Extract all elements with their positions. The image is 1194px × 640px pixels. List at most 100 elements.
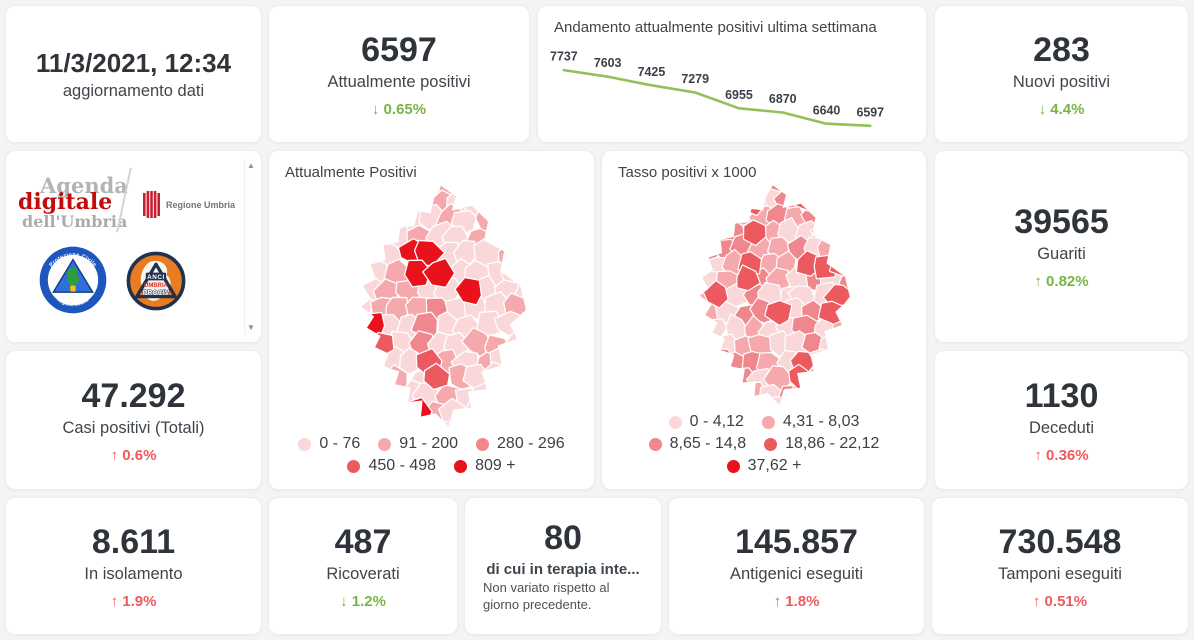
municipality-cell[interactable] bbox=[354, 384, 384, 412]
municipality-cell[interactable] bbox=[393, 417, 424, 431]
municipality-cell[interactable] bbox=[810, 382, 835, 409]
municipality-cell[interactable] bbox=[677, 329, 701, 360]
municipality-cell[interactable] bbox=[501, 401, 526, 430]
municipality-cell[interactable] bbox=[436, 420, 465, 431]
municipality-cell[interactable] bbox=[799, 367, 824, 396]
municipality-cell[interactable] bbox=[370, 401, 397, 430]
municipality-cell[interactable] bbox=[686, 218, 710, 246]
municipality-cell[interactable] bbox=[736, 264, 761, 292]
municipality-cell[interactable] bbox=[817, 367, 845, 393]
municipality-cell[interactable] bbox=[352, 222, 377, 252]
municipality-cell[interactable] bbox=[356, 421, 384, 431]
trend-line-chart[interactable]: 7737 7603 7425 7279 6955 6870 6640 6597 bbox=[538, 40, 926, 138]
municipality-cell[interactable] bbox=[331, 401, 355, 426]
municipality-cell[interactable] bbox=[468, 414, 499, 431]
municipality-cell[interactable] bbox=[675, 396, 704, 409]
municipality-cell[interactable] bbox=[375, 204, 405, 234]
municipality-cell[interactable] bbox=[357, 181, 385, 199]
municipality-cell[interactable] bbox=[691, 190, 714, 217]
municipality-cell[interactable] bbox=[497, 421, 522, 431]
municipality-cell[interactable] bbox=[802, 398, 828, 409]
municipality-cell[interactable] bbox=[384, 398, 413, 430]
municipality-cell[interactable] bbox=[347, 400, 378, 430]
municipality-cell[interactable] bbox=[830, 184, 856, 212]
municipality-cell[interactable] bbox=[511, 239, 538, 271]
municipality-cell[interactable] bbox=[726, 200, 752, 227]
municipality-cell[interactable] bbox=[488, 205, 519, 233]
municipality-cell[interactable] bbox=[699, 333, 723, 358]
municipality-cell[interactable] bbox=[664, 252, 692, 278]
municipality-cell[interactable] bbox=[327, 367, 354, 390]
scrollbar[interactable]: ▲ ▼ bbox=[244, 158, 257, 335]
municipality-cell[interactable] bbox=[514, 418, 542, 431]
municipality-cell[interactable] bbox=[702, 188, 730, 212]
municipality-cell[interactable] bbox=[333, 181, 360, 194]
municipality-cell[interactable] bbox=[785, 181, 812, 198]
municipality-cell[interactable] bbox=[694, 345, 718, 376]
municipality-cell[interactable] bbox=[839, 181, 864, 196]
municipality-cell[interactable] bbox=[813, 254, 837, 280]
municipality-cell[interactable] bbox=[493, 181, 517, 200]
municipality-cell[interactable] bbox=[334, 277, 360, 304]
municipality-cell[interactable] bbox=[405, 186, 434, 216]
municipality-cell[interactable] bbox=[705, 347, 733, 372]
municipality-cell[interactable] bbox=[377, 380, 406, 411]
municipality-cell[interactable] bbox=[479, 398, 508, 431]
municipality-cell[interactable] bbox=[714, 181, 740, 199]
municipality-cell[interactable] bbox=[486, 220, 515, 250]
municipality-cell[interactable] bbox=[767, 396, 792, 409]
municipality-cell[interactable] bbox=[828, 252, 855, 277]
municipality-cell[interactable] bbox=[485, 185, 513, 213]
municipality-cell[interactable] bbox=[331, 263, 359, 288]
municipality-cell[interactable] bbox=[838, 233, 865, 261]
municipality-cell[interactable] bbox=[509, 205, 535, 232]
municipality-cell[interactable] bbox=[333, 351, 364, 378]
choropleth-map-tasso-positivi[interactable] bbox=[602, 181, 926, 409]
municipality-cell[interactable] bbox=[676, 270, 698, 292]
municipality-cell[interactable] bbox=[512, 347, 538, 378]
municipality-cell[interactable] bbox=[678, 181, 703, 197]
municipality-cell[interactable] bbox=[379, 181, 409, 201]
municipality-cell[interactable] bbox=[712, 394, 736, 409]
municipality-cell[interactable] bbox=[347, 364, 373, 395]
municipality-cell[interactable] bbox=[681, 203, 704, 231]
municipality-cell[interactable] bbox=[692, 378, 715, 408]
municipality-cell[interactable] bbox=[686, 316, 711, 344]
municipality-cell[interactable] bbox=[502, 365, 531, 393]
municipality-cell[interactable] bbox=[399, 181, 425, 200]
municipality-cell[interactable] bbox=[672, 219, 692, 243]
municipality-cell[interactable] bbox=[699, 365, 726, 393]
municipality-cell[interactable] bbox=[742, 219, 767, 247]
municipality-cell[interactable] bbox=[334, 204, 363, 234]
municipality-cell[interactable] bbox=[712, 201, 739, 229]
municipality-cell[interactable] bbox=[829, 219, 855, 246]
municipality-cell[interactable] bbox=[697, 181, 724, 196]
municipality-cell[interactable] bbox=[422, 257, 456, 289]
municipality-cell[interactable] bbox=[489, 382, 519, 410]
municipality-cell[interactable] bbox=[345, 329, 376, 357]
municipality-cell[interactable] bbox=[670, 189, 698, 212]
municipality-cell[interactable] bbox=[681, 364, 703, 392]
municipality-cell[interactable] bbox=[746, 395, 772, 409]
municipality-cell[interactable] bbox=[341, 242, 371, 273]
municipality-cell[interactable] bbox=[489, 344, 521, 376]
municipality-cell[interactable] bbox=[474, 202, 504, 232]
municipality-cell[interactable] bbox=[698, 397, 721, 409]
municipality-cell[interactable] bbox=[453, 181, 483, 199]
municipality-cell[interactable] bbox=[764, 299, 793, 327]
municipality-cell[interactable] bbox=[358, 347, 385, 376]
municipality-cell[interactable] bbox=[680, 235, 706, 265]
municipality-cell[interactable] bbox=[502, 226, 531, 255]
municipality-cell[interactable] bbox=[345, 188, 375, 217]
municipality-cell[interactable] bbox=[837, 203, 860, 228]
municipality-cell[interactable] bbox=[684, 288, 709, 311]
municipality-cell[interactable] bbox=[455, 416, 482, 431]
scroll-up-icon[interactable]: ▲ bbox=[247, 161, 255, 170]
municipality-cell[interactable] bbox=[721, 190, 745, 213]
municipality-cell[interactable] bbox=[820, 202, 844, 228]
municipality-cell[interactable] bbox=[383, 190, 412, 220]
municipality-cell[interactable] bbox=[817, 401, 845, 409]
municipality-cell[interactable] bbox=[326, 185, 352, 217]
scroll-down-icon[interactable]: ▼ bbox=[247, 323, 255, 332]
municipality-cell[interactable] bbox=[423, 362, 451, 391]
